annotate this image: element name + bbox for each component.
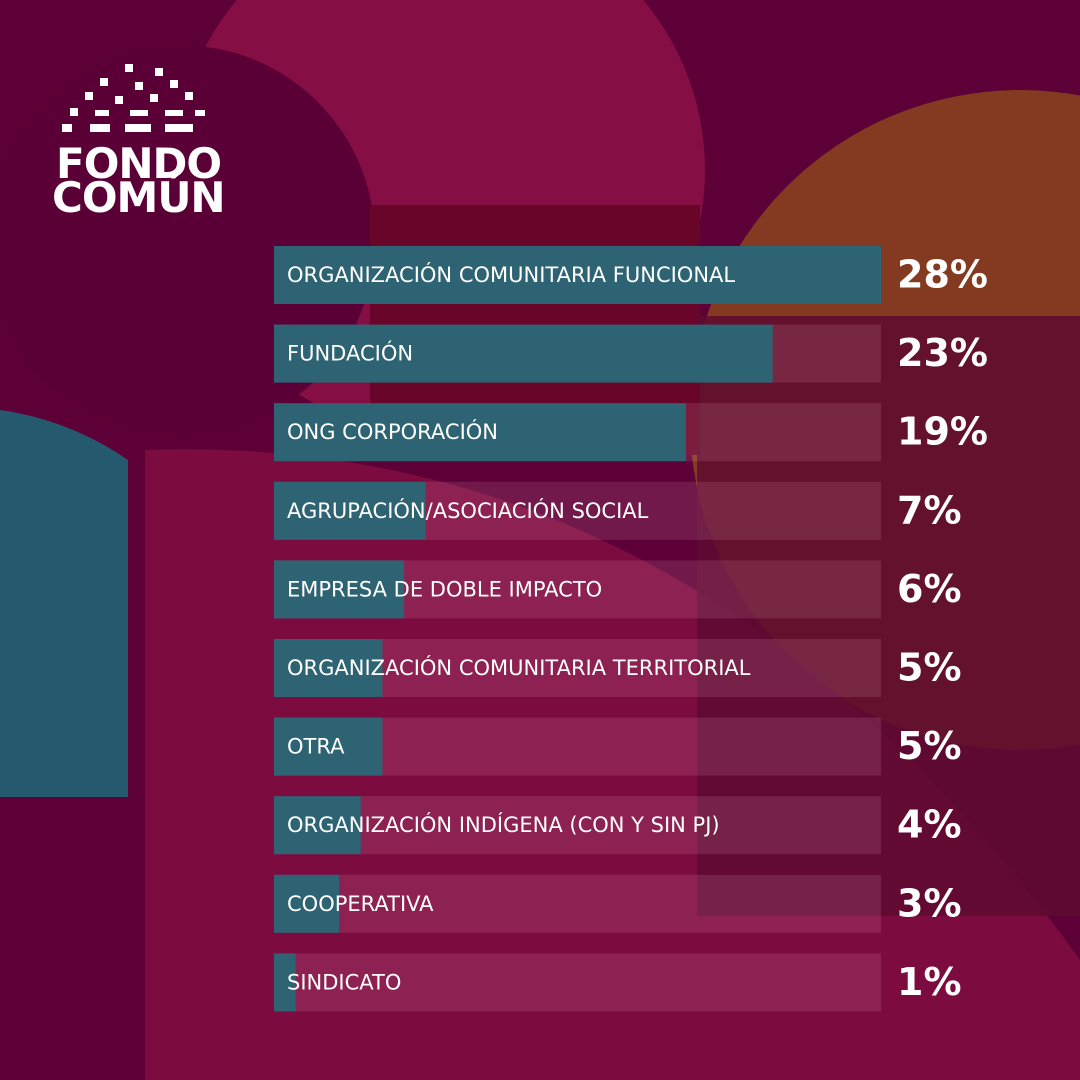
logo-text: FONDO [56,139,221,188]
bar [274,560,405,619]
logo-text: COMÚN [52,172,225,222]
bar [274,717,383,776]
value-label: 3% [897,881,962,925]
bar [274,796,361,855]
value-label: 6% [897,567,962,611]
value-label: 5% [897,646,962,690]
bar [274,639,383,697]
value-label: 28% [897,253,988,297]
category-label: COOPERATIVA [287,892,434,916]
category-label: FUNDACIÓN [287,341,413,366]
category-label: ONG CORPORACIÓN [287,419,498,444]
category-label: EMPRESA DE DOBLE IMPACTO [287,577,602,601]
bar-track [274,874,881,933]
bar [274,874,340,933]
value-label: 4% [897,803,962,847]
category-label: ORGANIZACIÓN COMUNITARIA FUNCIONAL [287,262,735,287]
category-label: OTRA [287,735,345,759]
value-label: 19% [897,410,988,454]
bar [274,403,686,462]
logo: FONDO COMÚN [52,64,226,222]
value-label: 1% [897,960,962,1004]
bar-track [274,796,881,855]
category-label: ORGANIZACIÓN INDÍGENA (CON Y SIN PJ) [287,812,720,837]
category-label: ORGANIZACIÓN COMUNITARIA TERRITORIAL [287,655,751,680]
value-label: 5% [897,724,962,768]
value-label: 23% [897,331,988,375]
category-label: AGRUPACIÓN/ASOCIACIÓN SOCIAL [287,498,649,523]
bar [274,481,426,540]
bar [274,324,773,383]
bar-track [274,953,881,1012]
bar [274,246,881,304]
bar [274,953,296,1012]
value-label: 7% [897,488,962,532]
category-label: SINDICATO [287,970,401,994]
